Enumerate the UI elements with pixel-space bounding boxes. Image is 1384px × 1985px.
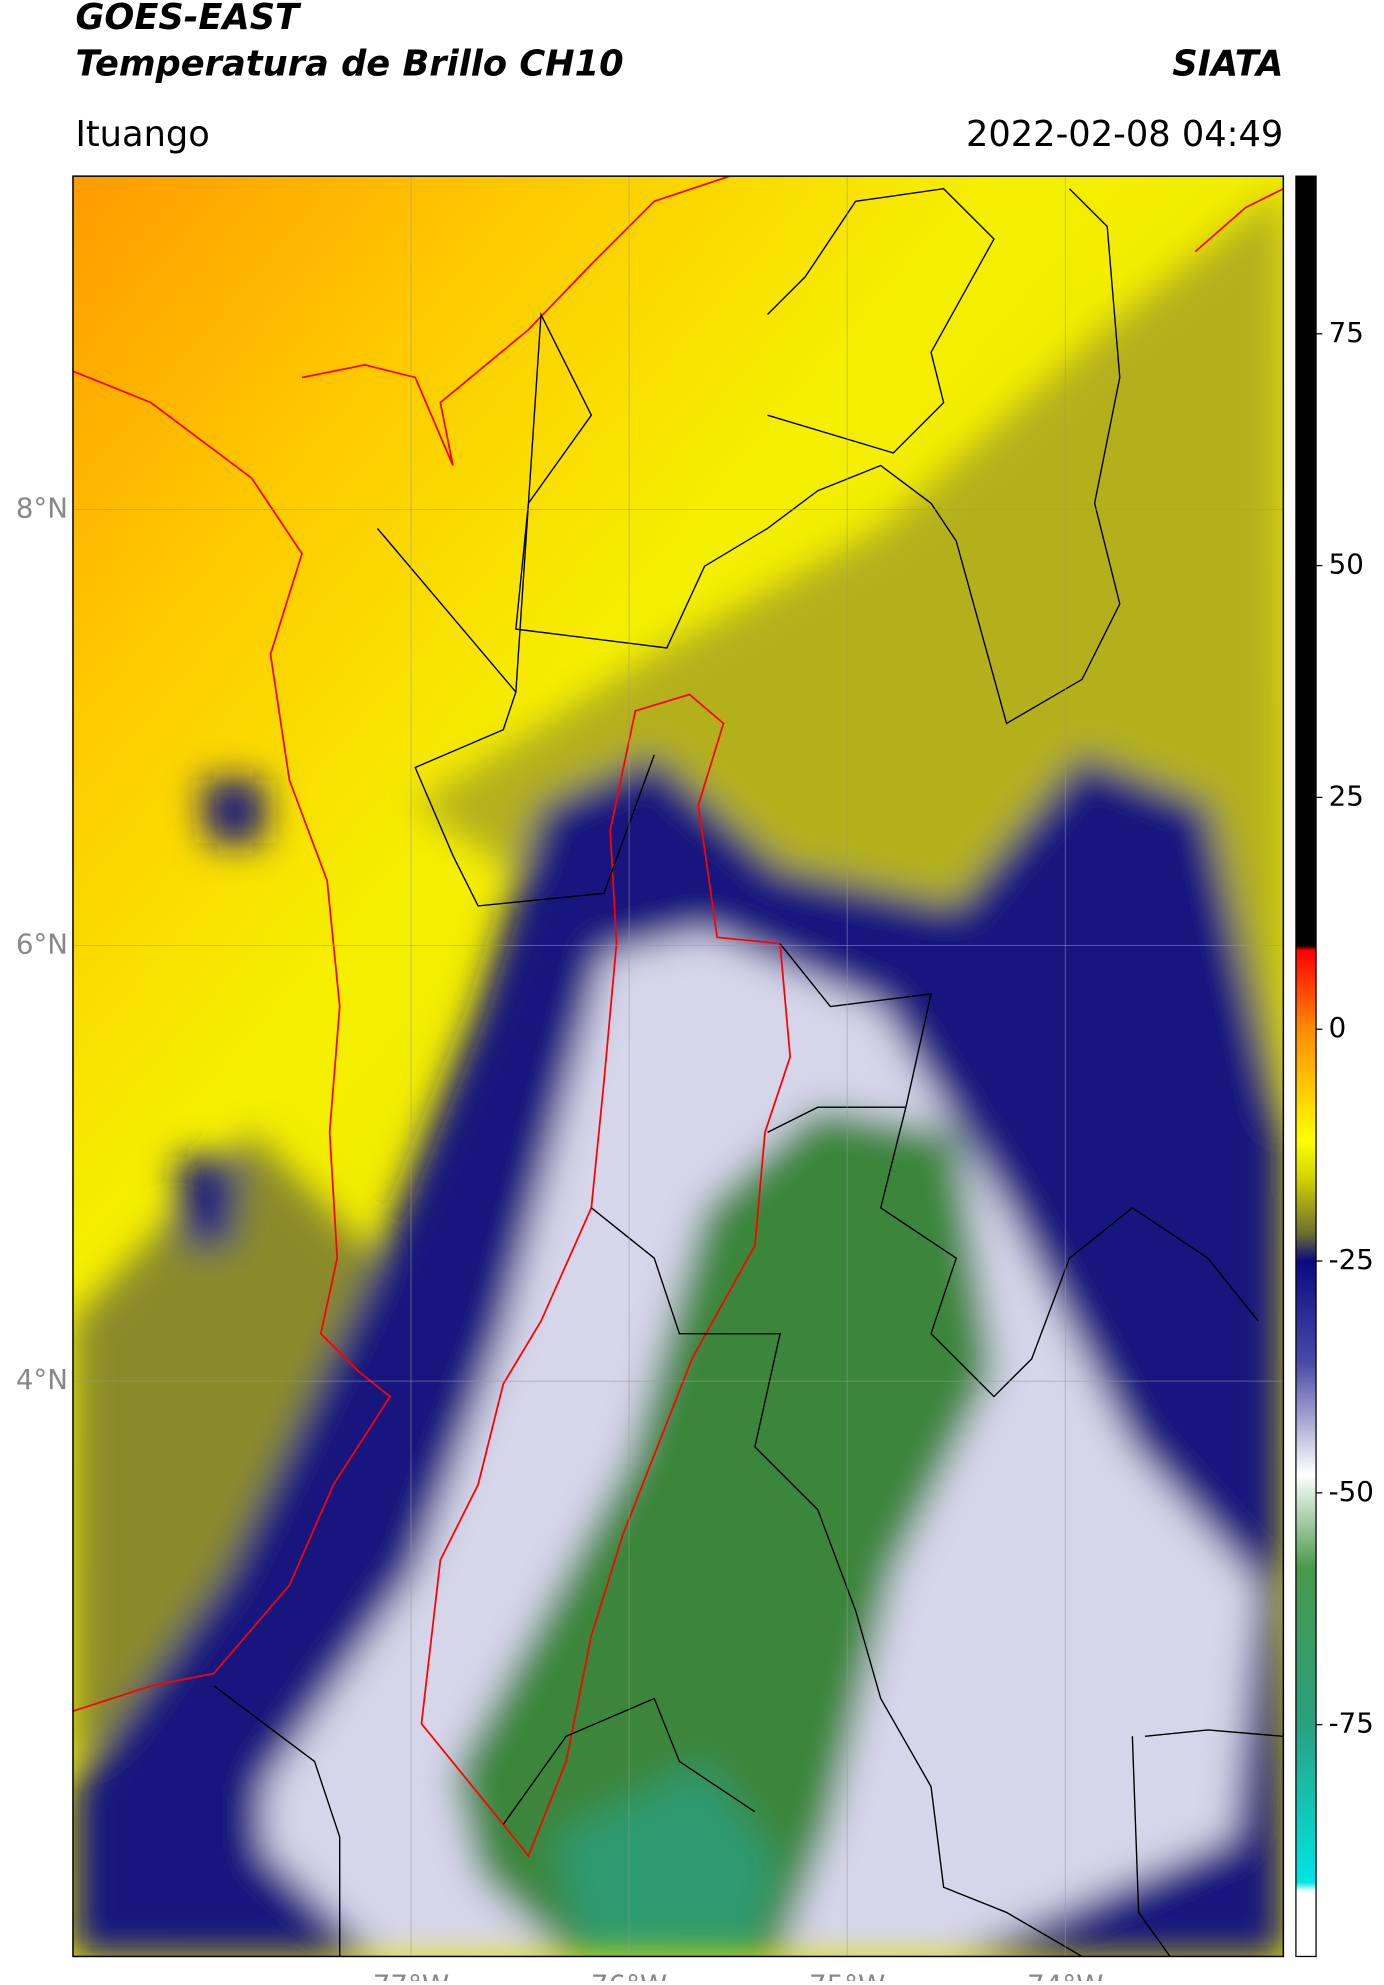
grid [72,176,1284,1957]
location: Ituango [75,114,209,155]
y-tick-label: 4°N [16,1363,68,1396]
colorbar-tick-label: -75 [1329,1707,1374,1740]
colorbar-tick-label: 0 [1329,1011,1347,1044]
colorbar-tick-label: 25 [1329,779,1364,812]
colorbar-tick-label: -25 [1329,1243,1374,1276]
colorbar-tick-label: 75 [1329,316,1364,349]
subtitle: Temperatura de Brillo CH10 [75,43,623,84]
x-tick-label: 77°W [373,1969,449,1981]
x-tick-label: 74°W [1027,1969,1103,1981]
colorbar-tick-label: -50 [1329,1475,1374,1508]
colorbar-scale [1295,175,1317,1958]
map-raster [72,176,1284,1957]
source: SIATA [1172,43,1283,84]
colorbar-tick-label: 50 [1329,548,1364,581]
datetime: 2022-02-08 04:49 [966,114,1283,155]
colorbar: 75 50 25 0 -25 -50 -75 [1295,175,1374,1958]
y-tick-label: 8°N [16,492,68,525]
x-tick-label: 75°W [809,1969,885,1981]
x-tick-label: 76°W [591,1969,667,1981]
map-frame [72,175,1285,1958]
y-tick-label: 6°N [16,927,68,960]
title: GOES-EAST [75,0,302,38]
